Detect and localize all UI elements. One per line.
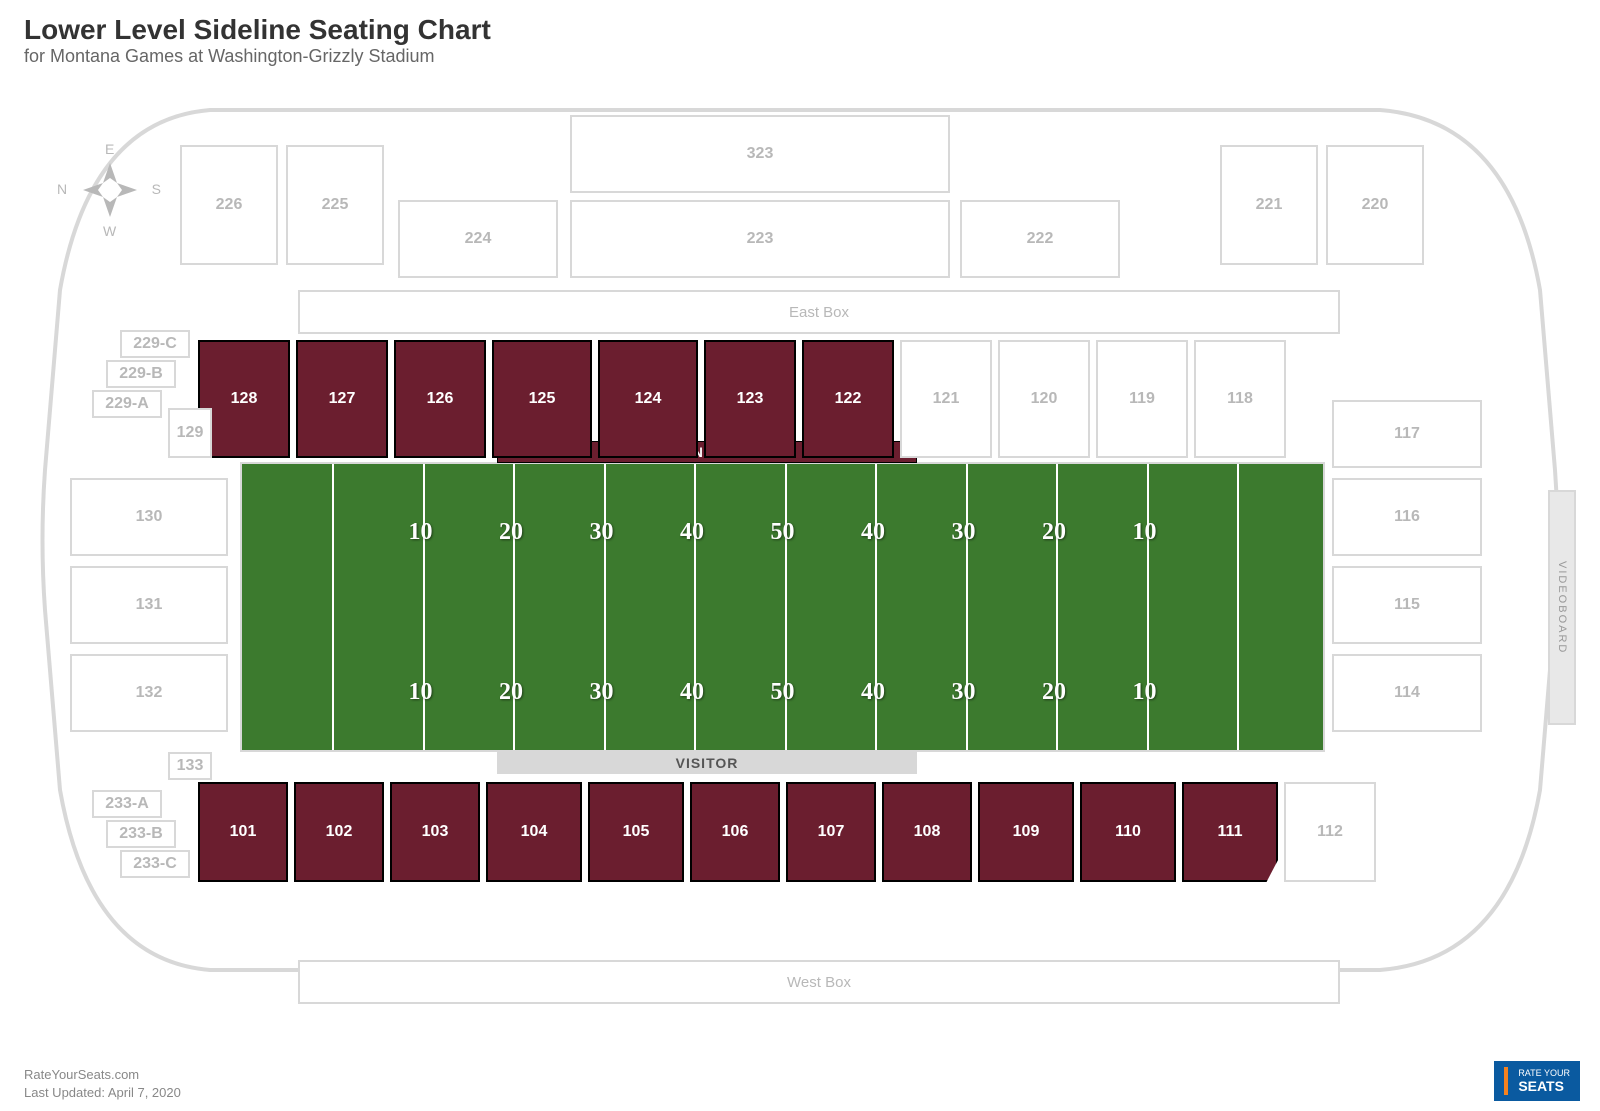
page-title: Lower Level Sideline Seating Chart	[24, 14, 491, 46]
page-subtitle: for Montana Games at Washington-Grizzly …	[24, 46, 491, 67]
section-115[interactable]: 115	[1332, 566, 1482, 644]
videoboard: VIDEOBOARD	[1548, 490, 1576, 725]
section-125[interactable]: 125	[492, 340, 592, 458]
section-233-A[interactable]: 233-A	[92, 790, 162, 818]
football-field: 101020203030404050504040303020201010	[240, 462, 1325, 752]
section-121[interactable]: 121	[900, 340, 992, 458]
section-127[interactable]: 127	[296, 340, 388, 458]
footer-updated: Last Updated: April 7, 2020	[24, 1085, 181, 1101]
section-220[interactable]: 220	[1326, 145, 1424, 265]
section-226[interactable]: 226	[180, 145, 278, 265]
section-119[interactable]: 119	[1096, 340, 1188, 458]
section-110[interactable]: 110	[1080, 782, 1176, 882]
section-123[interactable]: 123	[704, 340, 796, 458]
west-box: West Box	[298, 960, 1340, 1004]
section-111[interactable]: 111	[1182, 782, 1278, 882]
section-122[interactable]: 122	[802, 340, 894, 458]
visitor-sideline: VISITOR	[497, 752, 917, 774]
section-109[interactable]: 109	[978, 782, 1074, 882]
section-224[interactable]: 224	[398, 200, 558, 278]
section-233-C[interactable]: 233-C	[120, 850, 190, 878]
section-129[interactable]: 129	[168, 408, 212, 458]
section-229-C[interactable]: 229-C	[120, 330, 190, 358]
logo: RATE YOUR SEATS	[1494, 1061, 1580, 1101]
section-103[interactable]: 103	[390, 782, 480, 882]
section-107[interactable]: 107	[786, 782, 876, 882]
section-108[interactable]: 108	[882, 782, 972, 882]
compass-icon: E W N S	[65, 145, 155, 235]
section-225[interactable]: 225	[286, 145, 384, 265]
section-114[interactable]: 114	[1332, 654, 1482, 732]
section-126[interactable]: 126	[394, 340, 486, 458]
section-124[interactable]: 124	[598, 340, 698, 458]
section-101[interactable]: 101	[198, 782, 288, 882]
section-105[interactable]: 105	[588, 782, 684, 882]
section-221[interactable]: 221	[1220, 145, 1318, 265]
section-112[interactable]: 112	[1284, 782, 1376, 882]
section-222[interactable]: 222	[960, 200, 1120, 278]
section-133[interactable]: 133	[168, 752, 212, 780]
section-116[interactable]: 116	[1332, 478, 1482, 556]
section-104[interactable]: 104	[486, 782, 582, 882]
section-106[interactable]: 106	[690, 782, 780, 882]
east-box: East Box	[298, 290, 1340, 334]
section-131[interactable]: 131	[70, 566, 228, 644]
section-130[interactable]: 130	[70, 478, 228, 556]
section-118[interactable]: 118	[1194, 340, 1286, 458]
section-233-B[interactable]: 233-B	[106, 820, 176, 848]
section-229-B[interactable]: 229-B	[106, 360, 176, 388]
section-117[interactable]: 117	[1332, 400, 1482, 468]
section-223[interactable]: 223	[570, 200, 950, 278]
section-229-A[interactable]: 229-A	[92, 390, 162, 418]
section-132[interactable]: 132	[70, 654, 228, 732]
section-102[interactable]: 102	[294, 782, 384, 882]
section-323[interactable]: 323	[570, 115, 950, 193]
section-120[interactable]: 120	[998, 340, 1090, 458]
